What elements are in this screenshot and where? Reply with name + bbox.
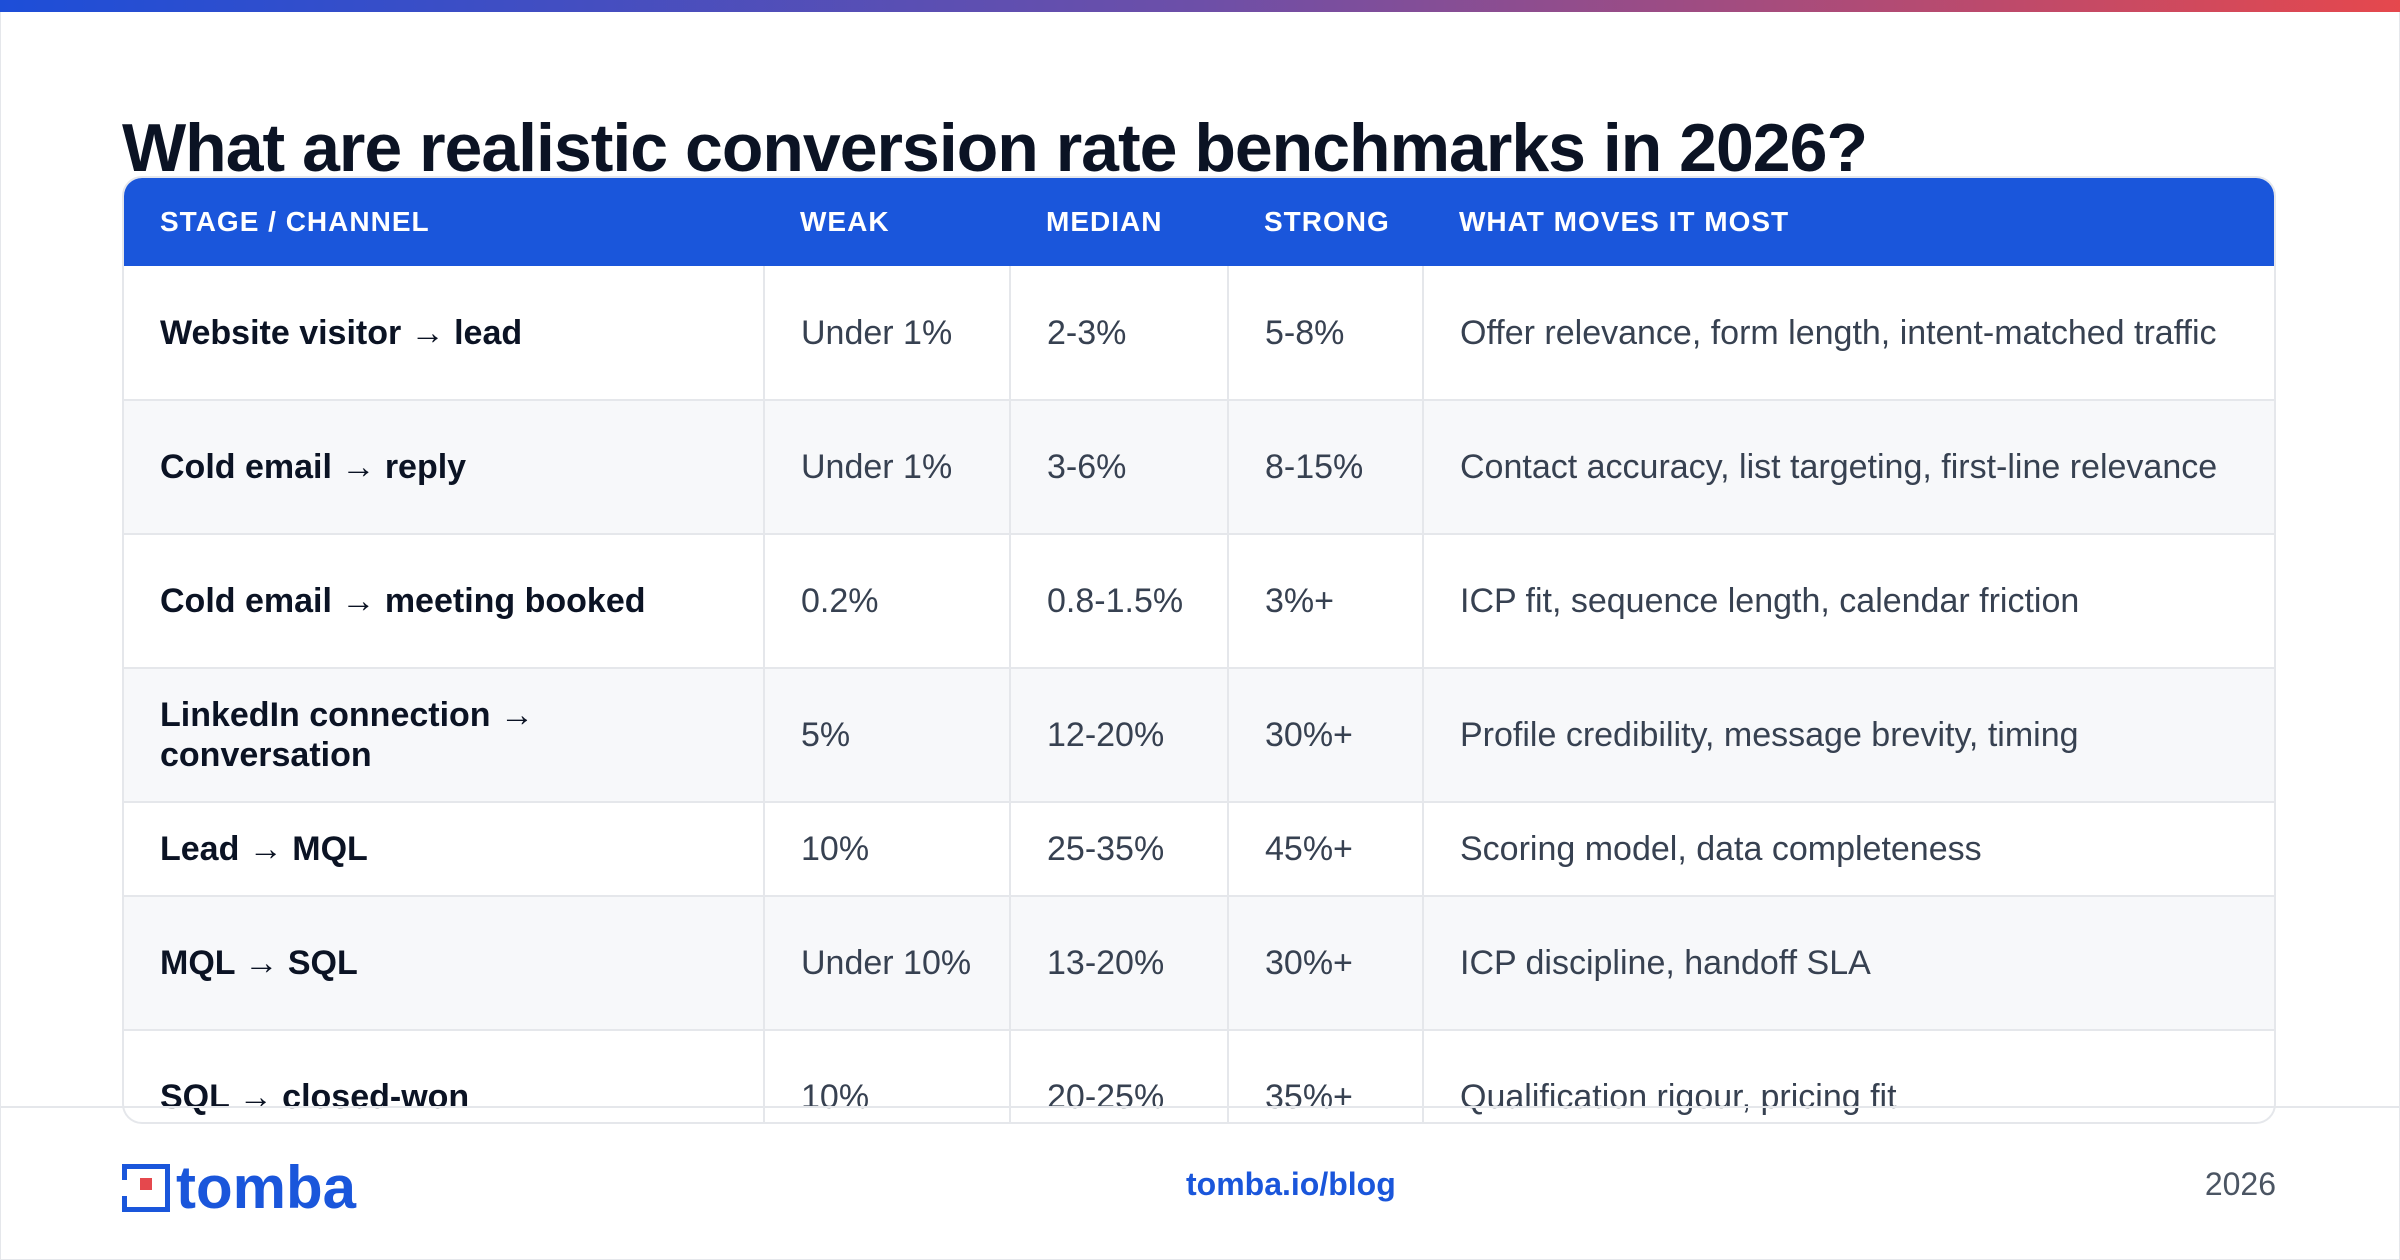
cell-weak: Under 1% (764, 400, 1011, 535)
cell-driver: Qualification rigour, pricing fit (1423, 1030, 2274, 1122)
header-median: MEDIAN (1046, 206, 1163, 237)
cell-stage: MQL → SQL (124, 896, 765, 1031)
tomba-logo-mark-icon (122, 1164, 170, 1212)
table-row: Lead → MQL 10% 25-35% 45%+ Scoring model… (124, 802, 2274, 897)
cell-median: 25-35% (1010, 802, 1229, 897)
cell-driver: ICP discipline, handoff SLA (1423, 896, 2274, 1031)
cell-strong: 30%+ (1228, 668, 1424, 803)
top-gradient-bar (0, 0, 2400, 12)
cell-driver: Offer relevance, form length, intent-mat… (1423, 266, 2274, 401)
footer-year: 2026 (2204, 1166, 2276, 1202)
cell-strong: 3%+ (1228, 534, 1424, 669)
table-row: LinkedIn connection → conversation 5% 12… (124, 668, 2274, 803)
cell-weak: 0.2% (764, 534, 1011, 669)
cell-strong: 8-15% (1228, 400, 1424, 535)
footer-url[interactable]: tomba.io/blog (1186, 1166, 1396, 1202)
cell-strong: 5-8% (1228, 266, 1424, 401)
cell-stage: LinkedIn connection → conversation (124, 668, 765, 803)
header-strong: STRONG (1264, 206, 1390, 237)
benchmark-table: STAGE / CHANNEL WEAK MEDIAN STRONG WHAT … (124, 178, 2274, 1122)
cell-median: 3-6% (1010, 400, 1229, 535)
tomba-logo: tomba (122, 1158, 356, 1218)
table-row: Cold email → reply Under 1% 3-6% 8-15% C… (124, 400, 2274, 535)
cell-median: 12-20% (1010, 668, 1229, 803)
cell-driver: Contact accuracy, list targeting, first-… (1423, 400, 2274, 535)
cell-median: 20-25% (1010, 1030, 1229, 1122)
cell-stage: Website visitor → lead (124, 266, 765, 401)
table-header-row: STAGE / CHANNEL WEAK MEDIAN STRONG WHAT … (124, 178, 2274, 266)
benchmark-table-card: STAGE / CHANNEL WEAK MEDIAN STRONG WHAT … (122, 176, 2276, 1124)
header-stage-channel: STAGE / CHANNEL (160, 206, 430, 237)
table-row: Website visitor → lead Under 1% 2-3% 5-8… (124, 266, 2274, 401)
cell-strong: 35%+ (1228, 1030, 1424, 1122)
cell-weak: Under 10% (764, 896, 1011, 1031)
header-what-moves-it-most: WHAT MOVES IT MOST (1459, 206, 1790, 237)
footer-divider (0, 1106, 2400, 1108)
cell-stage: Lead → MQL (124, 802, 765, 897)
cell-weak: 5% (764, 668, 1011, 803)
cell-stage: SQL → closed-won (124, 1030, 765, 1122)
table-row: Cold email → meeting booked 0.2% 0.8-1.5… (124, 534, 2274, 669)
table-row: SQL → closed-won 10% 20-25% 35%+ Qualifi… (124, 1030, 2274, 1122)
cell-stage: Cold email → reply (124, 400, 765, 535)
cell-driver: ICP fit, sequence length, calendar frict… (1423, 534, 2274, 669)
cell-driver: Scoring model, data completeness (1423, 802, 2274, 897)
cell-median: 2-3% (1010, 266, 1229, 401)
cell-weak: 10% (764, 1030, 1011, 1122)
page-title: What are realistic conversion rate bench… (122, 110, 1868, 186)
cell-weak: Under 1% (764, 266, 1011, 401)
cell-weak: 10% (764, 802, 1011, 897)
cell-driver: Profile credibility, message brevity, ti… (1423, 668, 2274, 803)
cell-strong: 30%+ (1228, 896, 1424, 1031)
cell-median: 0.8-1.5% (1010, 534, 1229, 669)
cell-strong: 45%+ (1228, 802, 1424, 897)
logo-wordmark: tomba (176, 1154, 356, 1221)
table-row: MQL → SQL Under 10% 13-20% 30%+ ICP disc… (124, 896, 2274, 1031)
cell-median: 13-20% (1010, 896, 1229, 1031)
cell-stage: Cold email → meeting booked (124, 534, 765, 669)
header-weak: WEAK (800, 206, 890, 237)
